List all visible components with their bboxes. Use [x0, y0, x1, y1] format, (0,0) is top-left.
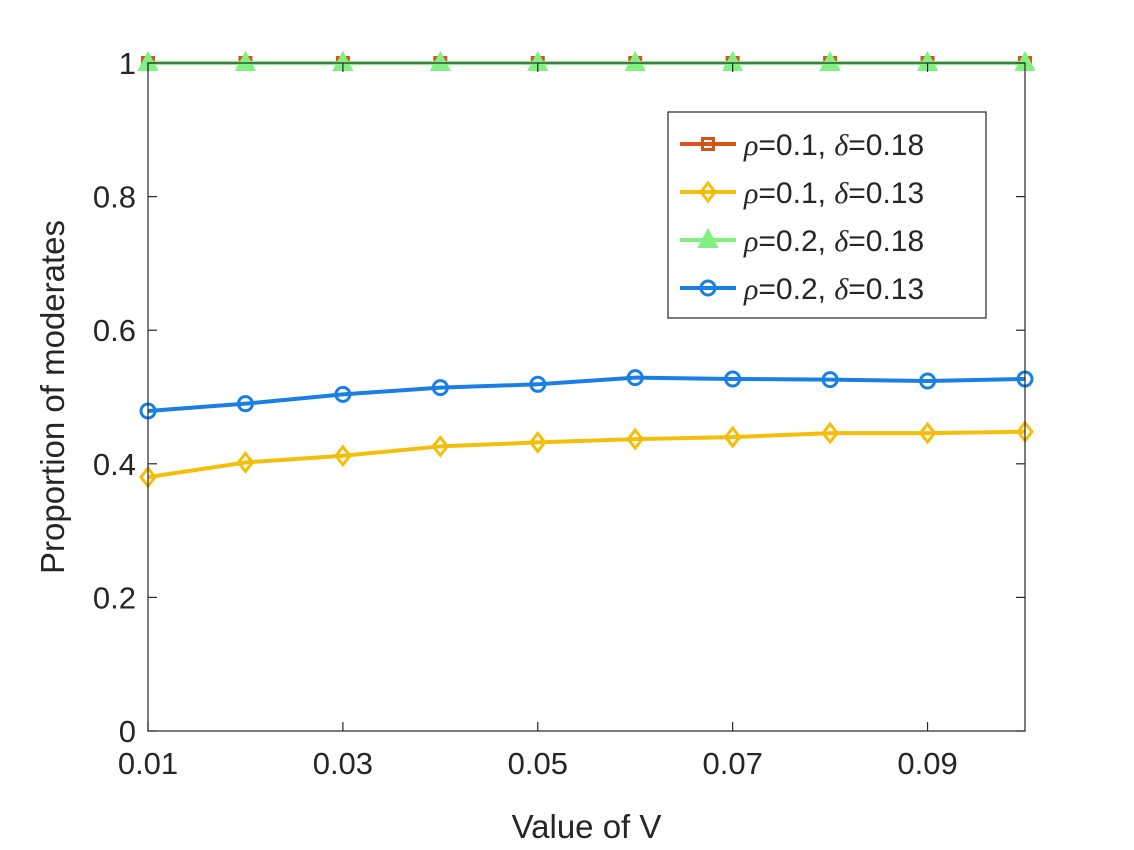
rho-symbol: ρ	[743, 225, 758, 258]
delta-symbol: δ	[834, 177, 849, 210]
data-point	[431, 434, 450, 458]
data-point	[528, 430, 547, 454]
delta-symbol: δ	[834, 273, 849, 306]
delta-value: =0.18	[848, 225, 924, 258]
legend-item-1: ρ=0.1, δ=0.18	[680, 129, 924, 162]
legend-marker	[701, 137, 715, 151]
x-tick-label: 0.03	[313, 746, 373, 781]
legend-item-4: ρ=0.2, δ=0.13	[680, 273, 924, 306]
x-tick-label: 0.05	[508, 746, 568, 781]
data-point	[234, 50, 257, 71]
data-point	[724, 370, 742, 388]
rho-value: =0.1,	[758, 129, 834, 162]
legend-item-3: ρ=0.2, δ=0.18	[680, 225, 924, 258]
x-tick-label: 0.07	[702, 746, 762, 781]
data-point	[626, 369, 644, 387]
series-2	[139, 420, 1034, 489]
y-tick-label: 1	[119, 46, 136, 81]
data-point	[529, 375, 547, 393]
y-tick-label: 0	[119, 714, 136, 749]
rho-value: =0.1,	[758, 177, 834, 210]
data-point	[429, 50, 451, 71]
data-point	[819, 50, 841, 71]
delta-symbol: δ	[834, 129, 849, 162]
data-point	[821, 371, 839, 389]
rho-value: =0.2,	[758, 273, 834, 306]
rho-symbol: ρ	[743, 129, 758, 162]
x-tick-label: 0.01	[118, 746, 178, 781]
data-point	[918, 421, 937, 445]
data-point	[919, 372, 937, 390]
rho-value: =0.2,	[758, 225, 834, 258]
delta-value: =0.18	[848, 129, 924, 162]
delta-value: =0.13	[848, 273, 924, 306]
legend-label: ρ=0.1, δ=0.13	[743, 177, 924, 210]
x-tick-label: 0.09	[897, 746, 957, 781]
data-point	[236, 395, 254, 413]
legend-box	[667, 111, 987, 319]
data-point	[334, 385, 352, 403]
y-tick-label: 0.8	[93, 180, 136, 215]
data-point	[333, 444, 352, 468]
axes: 0.01 0.03 0.05 0.07 0.09 0 0.2 0.4 0.6 0.8 1	[93, 46, 1026, 781]
rho-symbol: ρ	[743, 177, 758, 210]
data-point	[723, 425, 742, 449]
legend: ρ=0.1, δ=0.18ρ=0.1, δ=0.13ρ=0.2, δ=0.18ρ…	[667, 111, 987, 319]
legend-label: ρ=0.1, δ=0.18	[743, 129, 924, 162]
rho-symbol: ρ	[743, 273, 758, 306]
y-axis-label: Proportion of moderates	[34, 220, 71, 574]
x-axis-label: Value of V	[512, 808, 662, 845]
axes-box	[147, 62, 1026, 732]
data-point	[236, 451, 255, 474]
delta-symbol: δ	[834, 225, 849, 258]
legend-label: ρ=0.2, δ=0.13	[743, 273, 924, 306]
legend-marker	[697, 227, 719, 248]
legend-item-2: ρ=0.1, δ=0.13	[680, 177, 924, 210]
series-line	[147, 429, 1026, 480]
series-line	[147, 375, 1026, 414]
legend-marker	[699, 279, 717, 297]
y-tick-label: 0.4	[93, 447, 136, 482]
data-point	[624, 50, 646, 71]
legend-marker	[699, 180, 717, 204]
delta-value: =0.13	[848, 177, 924, 210]
data-point	[431, 379, 449, 397]
y-tick-label: 0.2	[93, 580, 136, 615]
data-point	[626, 427, 645, 451]
legend-label: ρ=0.2, δ=0.18	[743, 225, 924, 258]
series-4	[139, 369, 1034, 420]
y-tick-label: 0.6	[93, 313, 136, 348]
data-point	[821, 421, 840, 445]
